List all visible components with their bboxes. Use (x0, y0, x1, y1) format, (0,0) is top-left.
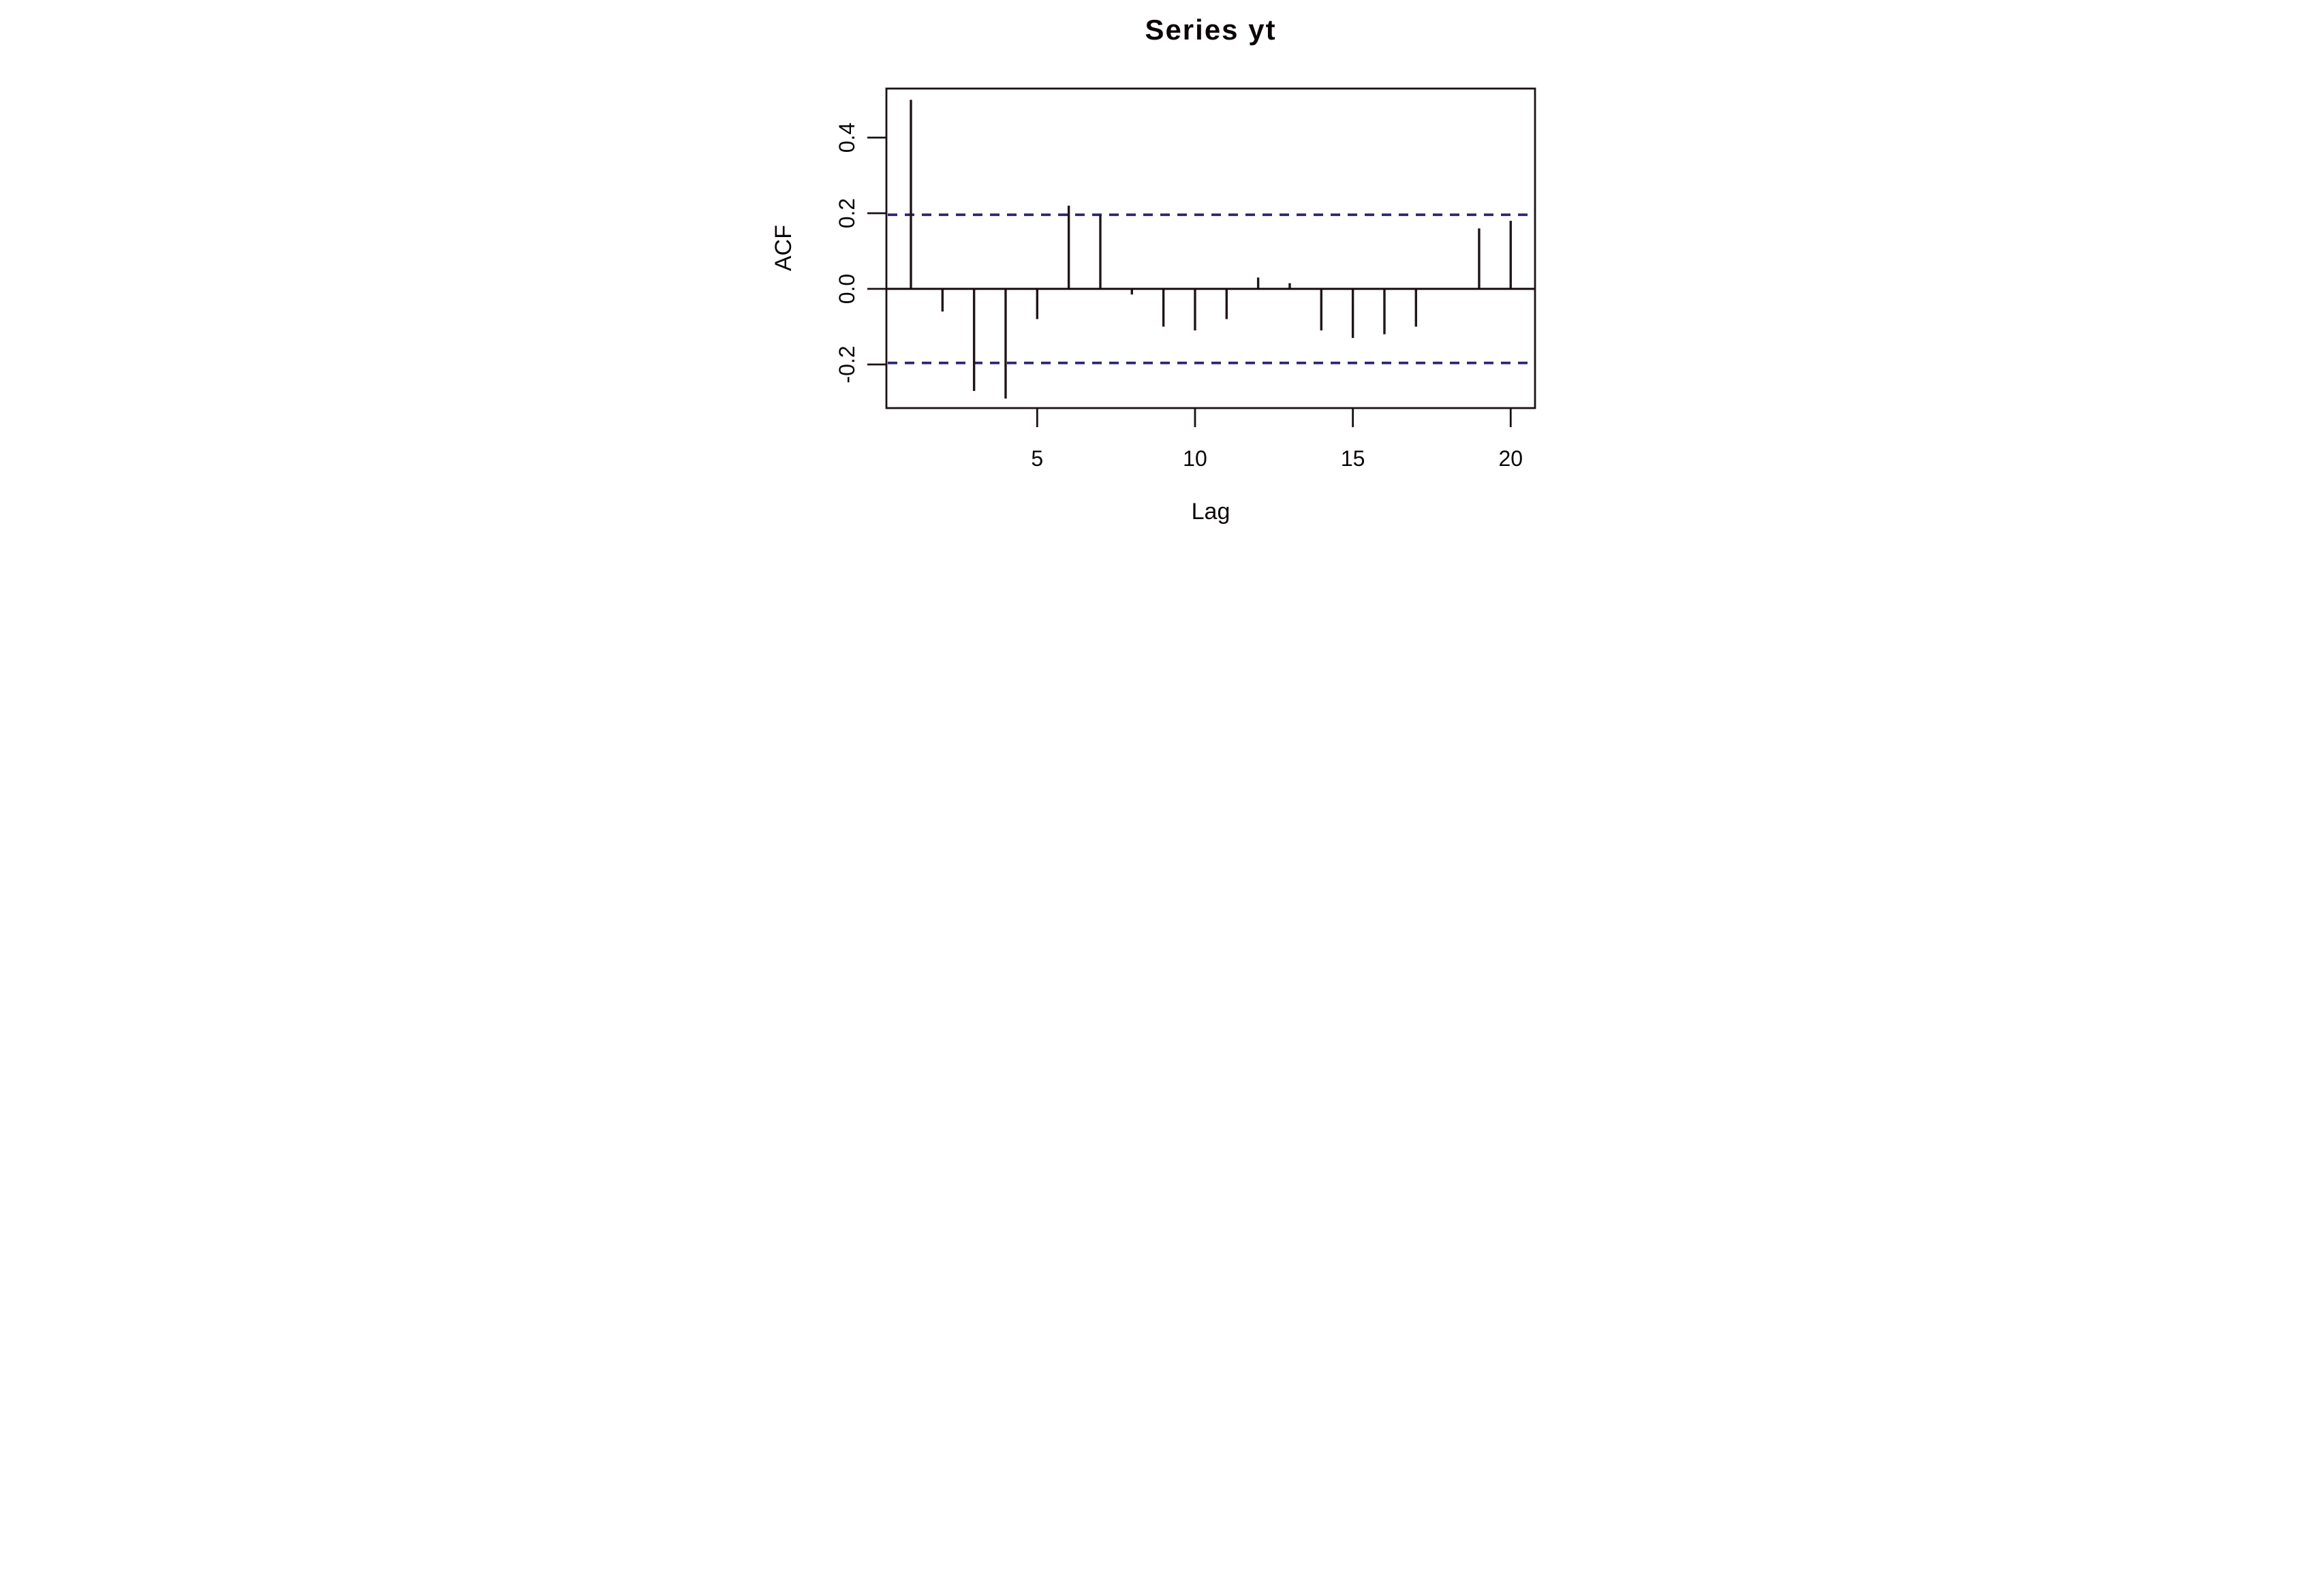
plot-border (885, 87, 1536, 409)
y-tick-label: 0.2 (835, 198, 859, 228)
y-tick-label: 0.0 (835, 274, 859, 304)
y-axis-title: ACF (775, 225, 796, 271)
x-tick-label: 10 (1183, 446, 1207, 471)
chart-title: Series yt (1145, 14, 1276, 46)
x-tick-label: 15 (1341, 446, 1365, 471)
y-tick-label: 0.4 (835, 123, 859, 153)
x-tick-label: 5 (1031, 446, 1043, 471)
y-tick-label: -0.2 (835, 345, 859, 383)
acf-chart: 0.4 0.2 0.0 -0.2 5 10 15 20 Series yt Lag ACF (775, 14, 1536, 525)
x-tick-label: 20 (1498, 446, 1523, 471)
x-axis-title: Lag (1192, 499, 1230, 525)
acf-plot-figure: 0.4 0.2 0.0 -0.2 5 10 15 20 Series yt Lag ACF (775, 0, 1549, 529)
chart-dynamic-layer: 0.4 0.2 0.0 -0.2 5 10 15 20 (835, 87, 1536, 471)
